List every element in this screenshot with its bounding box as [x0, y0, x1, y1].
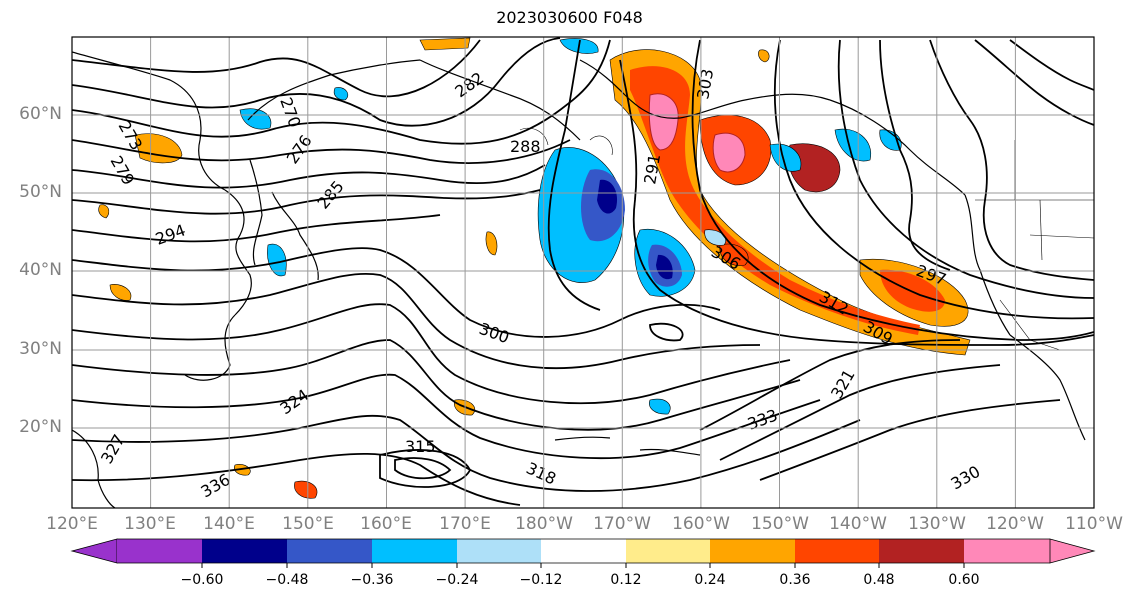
colorbar-segment [710, 539, 795, 563]
anomaly-outlines [519, 127, 613, 156]
colorbar-tick-label: 0.12 [610, 572, 642, 588]
lat-label-40n: 40°N [19, 260, 62, 280]
lat-label-20n: 20°N [19, 417, 62, 437]
colorbar-segment [795, 539, 879, 563]
colorbar-tick-label: −0.60 [180, 572, 224, 588]
colorbar-tick-label: −0.12 [519, 572, 563, 588]
map-content: 270 273 276 279 282 285 288 291 294 297 … [72, 37, 1094, 508]
lon-label: 150°W [751, 514, 809, 534]
lon-label: 120°E [46, 514, 98, 534]
lon-label: 120°W [986, 514, 1044, 534]
colorbar-segment [541, 539, 626, 563]
colorbar [70, 538, 1096, 568]
contour-label: 288 [510, 137, 541, 156]
colorbar-segment [117, 539, 202, 563]
lon-label: 160°E [360, 514, 412, 534]
negative-anomaly-shading [239, 38, 902, 415]
lon-label: 170°E [439, 514, 491, 534]
lon-label: 170°W [593, 514, 651, 534]
lon-label: 110°W [1065, 514, 1123, 534]
lat-label-30n: 30°N [19, 339, 62, 359]
graticule [72, 37, 1094, 508]
lon-label: 160°W [672, 514, 730, 534]
colorbar-segment [964, 539, 1050, 563]
colorbar-tick-label: 0.36 [779, 572, 811, 588]
lat-label-60n: 60°N [19, 104, 62, 124]
colorbar-segment [879, 539, 964, 563]
colorbar-segment [287, 539, 372, 563]
colorbar-tick-label: −0.48 [265, 572, 309, 588]
colorbar-segment [202, 539, 287, 563]
colorbar-under-arrow [70, 538, 118, 564]
lat-label-50n: 50°N [19, 182, 62, 202]
contour-label: 315 [405, 437, 436, 456]
colorbar-tick-label: −0.36 [350, 572, 394, 588]
plot-title: 2023030600 F048 [496, 8, 643, 27]
lon-label: 130°W [908, 514, 966, 534]
lon-label: 130°E [124, 514, 176, 534]
lon-label: 150°E [282, 514, 334, 534]
positive-anomaly-shading [98, 37, 971, 499]
colorbar-tick-label: 0.60 [948, 572, 980, 588]
colorbar-tick-label: 0.48 [863, 572, 895, 588]
colorbar-over-arrow [1049, 538, 1096, 564]
lon-label: 140°W [829, 514, 887, 534]
colorbar-segment [626, 539, 710, 563]
colorbar-segment [372, 539, 457, 563]
colorbar-tick-label: −0.24 [435, 572, 479, 588]
coastlines [72, 51, 1086, 508]
colorbar-segment [457, 539, 541, 563]
lon-label: 180°W [515, 514, 573, 534]
colorbar-tick-label: 0.24 [694, 572, 726, 588]
map-frame [71, 36, 1095, 509]
height-contours [72, 37, 1094, 506]
lon-label: 140°E [203, 514, 255, 534]
